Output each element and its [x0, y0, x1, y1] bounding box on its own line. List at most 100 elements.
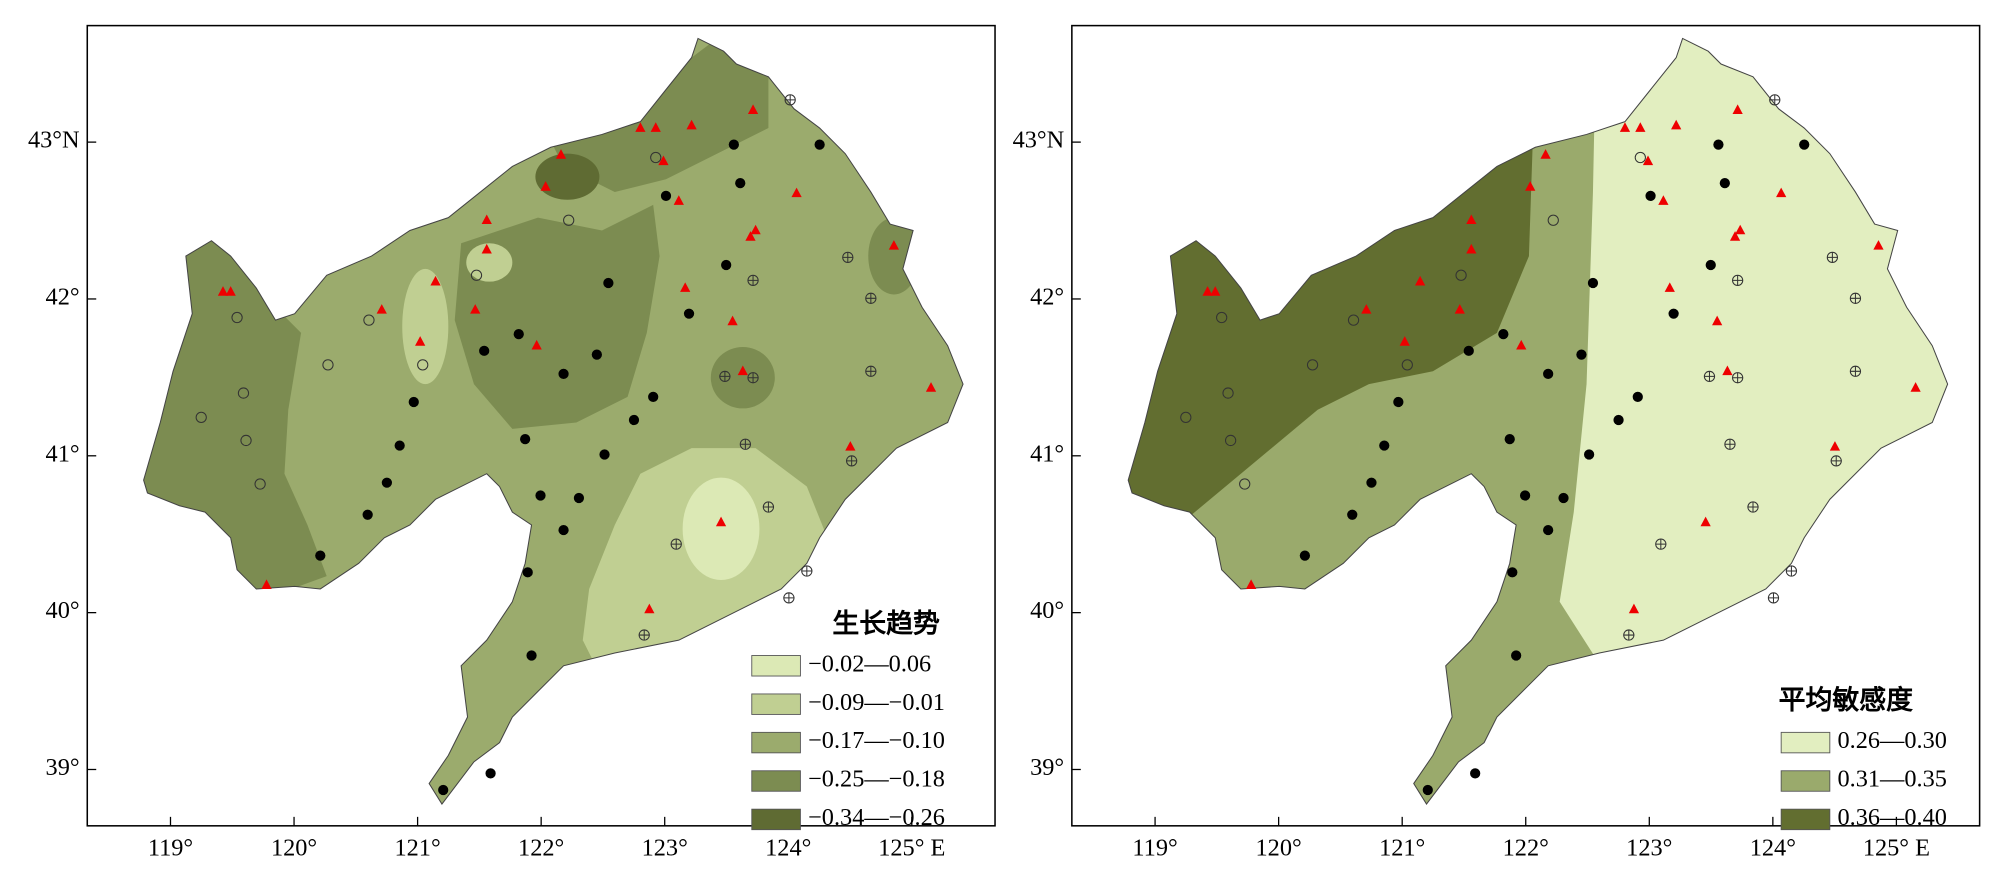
station-triangle: [470, 304, 481, 314]
legend-label: 0.36—0.40: [1838, 804, 1947, 831]
station-cross: [1769, 94, 1780, 105]
station-triangle: [1642, 155, 1654, 166]
station-dot: [1558, 492, 1569, 504]
x-tick-label: 122°: [518, 835, 564, 862]
station-cross: [1747, 501, 1759, 513]
station-triangle: [1245, 579, 1257, 589]
station-triangle: [1202, 286, 1213, 296]
station-cross: [865, 293, 876, 304]
x-tick-label: 124°: [765, 835, 811, 862]
station-cross: [846, 455, 857, 467]
station-dot: [1519, 490, 1531, 501]
y-tick-label: 41°: [1030, 440, 1064, 467]
legend-swatch: [751, 808, 801, 831]
x-tick-label: 123°: [1626, 835, 1672, 862]
station-dot: [628, 414, 640, 426]
station-dot: [660, 190, 672, 202]
station-triangle: [540, 181, 551, 191]
station-cross: [1850, 366, 1861, 377]
station-cross: [801, 565, 812, 577]
legend-label: −0.02—0.06: [808, 650, 931, 677]
station-dot: [394, 440, 405, 451]
station-dot: [648, 391, 659, 403]
x-tick-label: 120°: [1256, 835, 1302, 862]
station-triangle: [686, 119, 697, 130]
station-circle: [1306, 359, 1319, 371]
station-dot: [362, 509, 373, 520]
station-triangle: [791, 187, 802, 198]
station-triangle: [1658, 195, 1669, 205]
station-triangle: [1628, 603, 1640, 614]
station-triangle: [888, 240, 900, 250]
station-dot: [485, 768, 496, 779]
x-tick-label: 124°: [1750, 835, 1796, 862]
x-tick-label: 121°: [394, 835, 440, 862]
station-dot: [591, 349, 602, 360]
station-dot: [1668, 308, 1679, 319]
station-circle: [1216, 311, 1228, 324]
province-outline: [143, 37, 964, 805]
station-dot: [522, 567, 533, 578]
station-dot: [479, 345, 490, 356]
station-triangle: [1729, 231, 1741, 241]
station-triangle: [1361, 304, 1372, 314]
station-triangle: [1671, 119, 1682, 130]
station-dot: [1366, 477, 1377, 488]
legend-label: −0.34—−0.26: [808, 804, 945, 831]
station-cross: [1732, 275, 1743, 286]
x-tick-label: 119°: [148, 835, 193, 862]
station-dot: [1705, 259, 1716, 271]
station-dot: [1645, 190, 1656, 202]
panel: 119° 120° 121° 122° 123° 124° 125° E 43°N 42° 41°…: [1013, 24, 1981, 862]
station-triangle: [747, 104, 759, 114]
station-dot: [315, 550, 326, 561]
station-circle: [1455, 269, 1467, 281]
station-triangle: [376, 304, 387, 314]
station-circle: [1347, 314, 1360, 326]
station-triangle: [737, 365, 748, 376]
x-tick-label: 122°: [1503, 835, 1549, 862]
legend-swatch: [751, 693, 801, 715]
station-dot: [1799, 139, 1810, 150]
station-triangle: [1776, 187, 1787, 198]
legend-swatch: [1780, 770, 1831, 792]
y-tick-label: 40°: [1030, 597, 1064, 624]
station-cross: [783, 592, 795, 604]
legend-label: −0.25—−0.18: [808, 766, 945, 793]
station-triangle: [680, 282, 691, 292]
station-dot: [381, 477, 392, 488]
station-circle: [1401, 359, 1413, 371]
station-dot: [520, 434, 531, 445]
station-triangle: [750, 224, 761, 235]
station-triangle: [1712, 315, 1723, 326]
zone: [682, 477, 760, 580]
station-dot: [1498, 329, 1509, 340]
station-cross: [1768, 592, 1779, 604]
station-circle: [240, 434, 252, 447]
station-triangle: [1910, 382, 1921, 392]
station-triangle: [1722, 365, 1733, 376]
y-tick-label: 39°: [46, 754, 80, 781]
station-triangle: [1664, 282, 1675, 292]
station-circle: [1634, 151, 1646, 164]
station-circle: [322, 359, 334, 371]
station-cross: [1827, 252, 1838, 263]
station-dot: [408, 396, 419, 408]
y-tick-label: 39°: [1030, 754, 1064, 781]
station-dot: [1587, 277, 1599, 289]
station-dot: [1463, 345, 1474, 356]
station-dot: [1347, 509, 1358, 520]
station-circle: [650, 151, 662, 164]
station-cross: [1655, 539, 1666, 550]
station-cross: [747, 275, 759, 286]
station-triangle: [925, 382, 937, 392]
station-dot: [735, 177, 746, 189]
station-circle: [470, 269, 483, 281]
station-circle: [195, 411, 207, 424]
station-circle: [254, 478, 266, 490]
station-dot: [728, 139, 739, 150]
station-dot: [1470, 768, 1481, 779]
station-triangle: [1466, 214, 1477, 225]
